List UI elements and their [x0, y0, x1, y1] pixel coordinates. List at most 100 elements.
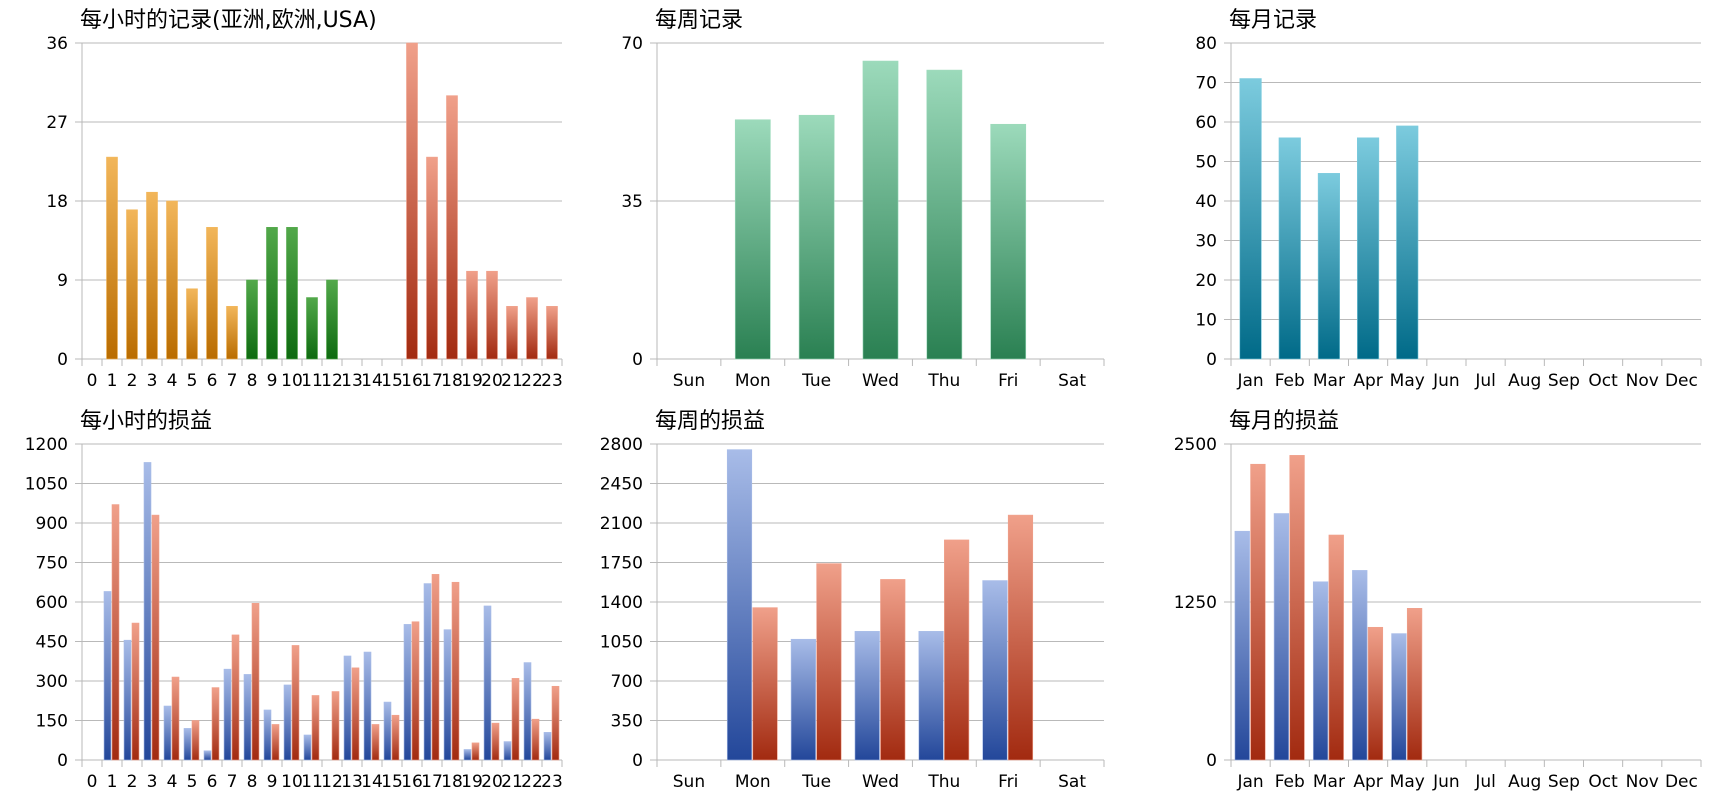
- x-tick-label: 20: [481, 371, 503, 391]
- x-tick-label: 1: [107, 371, 118, 391]
- x-tick-label: 18: [441, 371, 463, 391]
- y-tick-label: 50: [1195, 153, 1217, 173]
- y-tick-label: 1050: [25, 475, 68, 495]
- bar: [331, 691, 340, 761]
- y-tick-label: 1750: [600, 554, 643, 574]
- x-tick-label: Mar: [1313, 772, 1345, 792]
- x-tick-label: 14: [361, 772, 383, 792]
- bar: [226, 306, 238, 360]
- bar: [291, 645, 300, 761]
- bar: [411, 621, 420, 761]
- bar: [1367, 626, 1384, 761]
- x-tick-label: 7: [227, 371, 238, 391]
- x-tick-label: Jan: [1236, 371, 1263, 391]
- bar: [451, 581, 460, 761]
- bar: [371, 724, 380, 761]
- bar: [726, 449, 753, 761]
- bar: [363, 651, 372, 761]
- x-tick-label: 6: [207, 371, 218, 391]
- x-tick-label: 21: [501, 371, 523, 391]
- x-tick-label: Sun: [673, 772, 705, 792]
- chart-title: 每周记录: [655, 8, 743, 33]
- x-tick-label: Feb: [1275, 772, 1305, 792]
- x-tick-label: Wed: [862, 371, 899, 391]
- x-tick-label: Dec: [1665, 371, 1698, 391]
- bar: [231, 634, 240, 761]
- bar: [283, 684, 292, 761]
- chart-title: 每周的损益: [655, 409, 765, 434]
- bar: [1239, 78, 1262, 360]
- x-tick-label: 0: [87, 772, 98, 792]
- chart-3: 每月记录 0 10 20 30 40 50 60 70 80 Jan Feb Mar Apr May Jun J…: [1195, 8, 1702, 391]
- y-tick-label: 10: [1195, 311, 1217, 331]
- bar: [151, 514, 160, 761]
- bar: [1312, 581, 1329, 761]
- x-tick-label: Sep: [1548, 772, 1580, 792]
- bar: [166, 200, 178, 360]
- x-tick-label: 1: [107, 772, 118, 792]
- bar: [406, 42, 418, 360]
- x-tick-label: Jul: [1474, 772, 1496, 792]
- x-tick-label: 15: [381, 371, 403, 391]
- y-tick-label: 0: [632, 350, 643, 370]
- x-tick-label: 12: [321, 371, 343, 391]
- bar: [471, 742, 480, 761]
- x-tick-label: 8: [247, 772, 258, 792]
- bar: [463, 749, 472, 761]
- y-tick-label: 80: [1195, 34, 1217, 54]
- bar: [990, 123, 1027, 360]
- x-tick-label: 4: [167, 772, 178, 792]
- x-tick-label: Sat: [1058, 772, 1086, 792]
- bar: [1396, 125, 1419, 360]
- x-tick-label: 23: [541, 371, 563, 391]
- bar: [131, 622, 140, 761]
- bar: [126, 209, 138, 360]
- y-tick-label: 2800: [600, 435, 643, 455]
- bar: [1357, 137, 1380, 360]
- y-tick-label: 700: [611, 672, 643, 692]
- y-tick-label: 9: [57, 271, 68, 291]
- bar: [503, 741, 512, 761]
- x-tick-label: 13: [341, 371, 363, 391]
- x-tick-label: Wed: [862, 772, 899, 792]
- x-tick-label: 16: [401, 772, 423, 792]
- bar: [351, 667, 360, 761]
- bar: [266, 227, 278, 360]
- y-tick-label: 350: [611, 712, 643, 732]
- bar: [880, 579, 906, 761]
- bar: [391, 714, 400, 761]
- y-tick-label: 27: [46, 113, 68, 133]
- x-tick-label: 9: [267, 772, 278, 792]
- bar: [306, 297, 318, 360]
- x-tick-label: 3: [147, 371, 158, 391]
- bar: [206, 227, 218, 360]
- x-tick-label: 13: [341, 772, 363, 792]
- bar: [171, 676, 180, 761]
- x-tick-label: 4: [167, 371, 178, 391]
- y-tick-label: 1200: [25, 435, 68, 455]
- bar: [203, 750, 212, 761]
- y-tick-label: 0: [1206, 751, 1217, 771]
- x-tick-label: 19: [461, 772, 483, 792]
- y-tick-label: 20: [1195, 271, 1217, 291]
- chart-title: 每小时的损益: [80, 409, 212, 434]
- x-tick-label: 11: [301, 371, 323, 391]
- x-tick-label: 0: [87, 371, 98, 391]
- chart-title: 每月记录: [1229, 8, 1317, 33]
- x-tick-label: May: [1390, 772, 1425, 792]
- y-tick-label: 0: [1206, 350, 1217, 370]
- x-tick-label: 12: [321, 772, 343, 792]
- bar: [426, 156, 438, 360]
- x-tick-label: 2: [127, 772, 138, 792]
- y-tick-label: 300: [36, 672, 68, 692]
- y-tick-label: 0: [57, 350, 68, 370]
- y-tick-label: 70: [1195, 74, 1217, 94]
- x-tick-label: 5: [187, 371, 198, 391]
- x-tick-label: 18: [441, 772, 463, 792]
- bar: [1328, 534, 1344, 761]
- x-tick-label: 22: [521, 772, 543, 792]
- bar: [1406, 608, 1423, 761]
- bar: [752, 607, 778, 761]
